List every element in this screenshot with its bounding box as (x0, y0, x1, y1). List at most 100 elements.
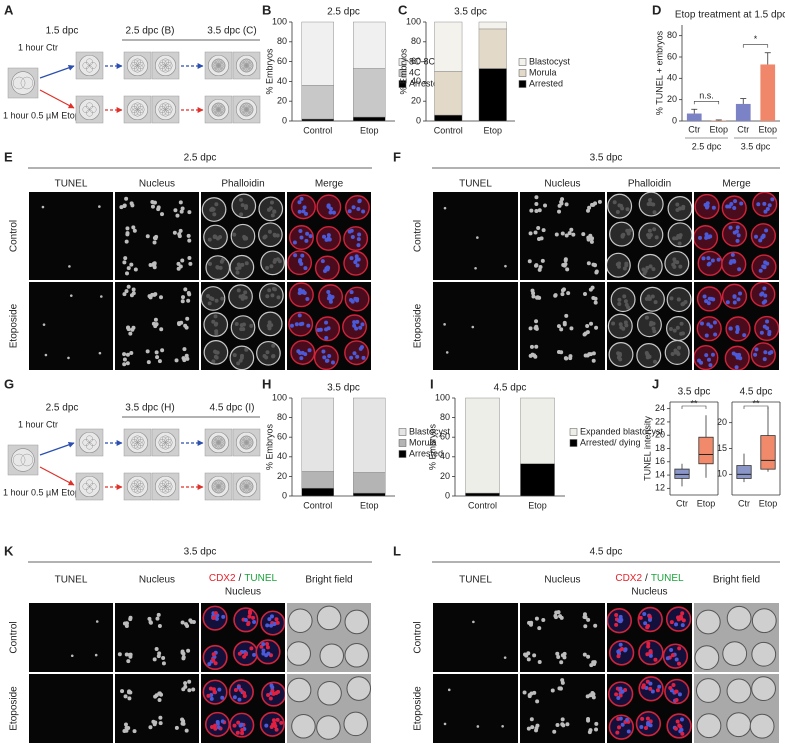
box (698, 436, 714, 465)
nucleus (677, 646, 682, 651)
nucleus (273, 257, 278, 262)
column-header: Phalloidin (221, 179, 264, 190)
nucleus (180, 717, 185, 722)
blastomere (244, 479, 252, 487)
bar-segment (520, 463, 555, 497)
nucleus (261, 648, 266, 653)
blastomere (244, 58, 252, 66)
nucleus (185, 316, 190, 321)
nucleus (560, 678, 565, 683)
nucleus (244, 236, 249, 241)
nucleus (155, 616, 160, 621)
y-tick-label: 20 (717, 417, 727, 427)
nucleus (301, 289, 306, 294)
nucleus (236, 262, 241, 267)
blastomere (89, 62, 97, 69)
nucleus (307, 348, 312, 353)
blastomere (89, 439, 97, 446)
image-background (433, 674, 518, 743)
nucleus (122, 292, 127, 297)
y-tick-label: 0 (282, 115, 287, 125)
nucleus (324, 335, 329, 340)
nucleus (734, 352, 739, 357)
nucleus (182, 347, 187, 352)
nucleus (123, 256, 128, 261)
chart-title: 4.5 dpc (494, 383, 527, 394)
y-tick-label: 20 (277, 96, 287, 106)
nucleus (173, 208, 178, 213)
nucleus (125, 361, 130, 366)
x-tick-label: Ctr (738, 498, 750, 508)
embryo (154, 431, 177, 454)
embryo (78, 431, 101, 454)
nucleus (126, 327, 131, 332)
nucleus (761, 300, 766, 305)
embryo (78, 98, 101, 121)
nucleus (648, 197, 653, 202)
y-tick-label: 100 (272, 392, 287, 402)
column-header: CDX2/TUNEL (209, 573, 278, 584)
embryo (726, 605, 752, 631)
column-header: TUNEL (459, 575, 492, 586)
signal (69, 294, 73, 297)
embryo (126, 54, 149, 77)
nucleus (564, 313, 569, 318)
nucleus (131, 287, 136, 292)
nucleus (178, 264, 183, 269)
embryo (207, 475, 230, 498)
nucleus (128, 690, 133, 695)
y-tick-label: 18 (655, 443, 665, 453)
nucleus (738, 291, 743, 296)
signal (504, 264, 507, 268)
y-axis-label: % Embryos (264, 423, 274, 470)
nucleus (271, 343, 276, 348)
y-tick-label: 80 (667, 30, 677, 40)
signal (443, 323, 446, 326)
nucleus (560, 653, 565, 658)
nucleus (239, 353, 244, 358)
embryo (287, 641, 311, 666)
nucleus (233, 687, 238, 692)
nucleus (762, 201, 767, 206)
blastomere (244, 435, 252, 443)
nucleus (206, 293, 211, 298)
nucleus (154, 350, 159, 355)
nucleus (562, 322, 567, 327)
nucleus (707, 261, 712, 266)
nucleus (297, 313, 302, 318)
nucleus (611, 321, 616, 326)
legend-label: Blastocyst (529, 56, 571, 66)
nucleus (669, 620, 674, 625)
x-tick-label: Etop (360, 125, 379, 135)
nucleus (647, 296, 652, 301)
nucleus (612, 200, 617, 205)
nucleus (534, 616, 539, 621)
nucleus (146, 360, 151, 365)
nucleus (594, 325, 599, 330)
nucleus (268, 206, 273, 211)
legend-label: 8C-8C (409, 56, 436, 66)
signal (94, 653, 98, 657)
nucleus (355, 354, 360, 359)
blastomere (246, 60, 254, 68)
nucleus (214, 298, 219, 303)
panel-title: 4.5 dpc (590, 547, 623, 558)
column-header: CDX2/TUNEL (615, 573, 684, 584)
embryo (695, 609, 721, 635)
panel-letter: L (393, 543, 401, 558)
nucleus (125, 232, 130, 237)
nucleus (675, 325, 680, 330)
blastomere (217, 103, 225, 111)
nucleus (758, 268, 763, 273)
nucleus (261, 642, 266, 647)
nucleus (588, 287, 593, 292)
nucleus (537, 660, 542, 665)
nucleus (152, 657, 157, 662)
nucleus (643, 621, 648, 626)
nucleus (732, 294, 737, 299)
nucleus (593, 296, 598, 301)
nucleus (300, 253, 305, 258)
nucleus (191, 620, 196, 625)
micrograph (287, 192, 371, 280)
nucleus (650, 294, 655, 299)
